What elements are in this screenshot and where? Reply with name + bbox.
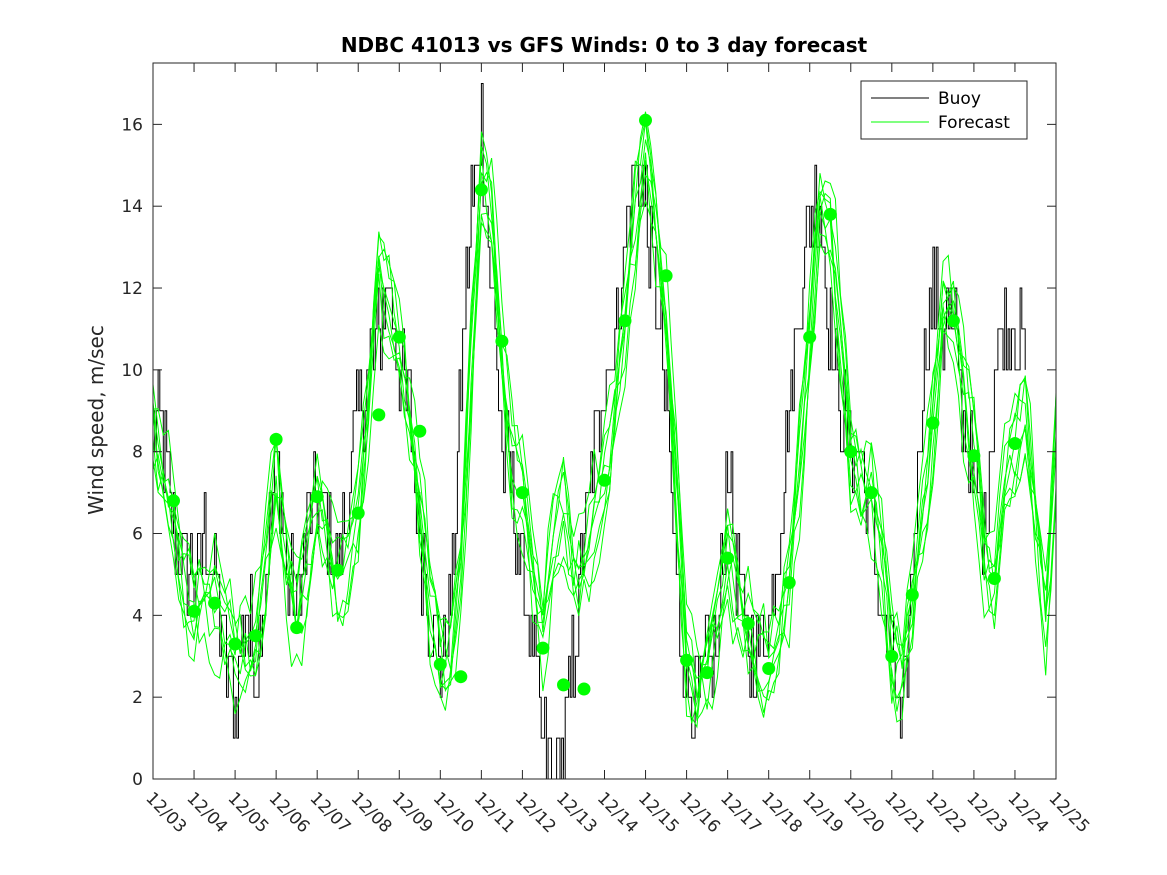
y-tick-label: 14 (121, 197, 143, 217)
forecast-member-line (153, 121, 1056, 718)
y-tick-label: 8 (132, 443, 143, 463)
legend-buoy-label: Buoy (938, 89, 981, 109)
forecast-point (741, 617, 755, 630)
forecast-point (392, 330, 406, 344)
forecast-point (331, 563, 345, 577)
forecast-point (474, 183, 488, 197)
forecast-point (187, 604, 201, 618)
forecast-point (782, 576, 796, 590)
y-tick-label: 4 (132, 606, 143, 626)
forecast-point (228, 637, 242, 651)
forecast-point (967, 449, 981, 463)
forecast-point (864, 486, 878, 500)
forecast-point (885, 649, 899, 663)
forecast-point (372, 408, 386, 422)
forecast-point (495, 334, 509, 348)
forecast-point (1008, 437, 1022, 450)
forecast-point (577, 682, 591, 696)
y-tick-label: 0 (132, 770, 143, 790)
forecast-point (946, 314, 960, 328)
forecast-point (413, 424, 427, 438)
forecast-point (926, 416, 940, 430)
forecast-point (557, 678, 570, 692)
forecast-point (598, 473, 611, 487)
forecast-point (454, 670, 468, 684)
y-axis-label: Wind speed, m/sec (84, 325, 108, 515)
y-tick-label: 12 (121, 279, 143, 299)
y-tick-label: 10 (121, 361, 143, 381)
chart-title: NDBC 41013 vs GFS Winds: 0 to 3 day fore… (341, 33, 868, 57)
forecast-point (515, 486, 529, 500)
legend: Buoy Forecast (860, 80, 1028, 140)
forecast-point (721, 551, 735, 565)
forecast-point (208, 596, 222, 610)
forecast-point (823, 207, 837, 221)
y-tick-label: 6 (132, 525, 143, 545)
forecast-point (290, 621, 304, 635)
forecast-point (536, 641, 550, 655)
forecast-point (269, 432, 283, 446)
forecast-member-line (153, 199, 1056, 723)
forecast-point (351, 506, 365, 520)
legend-forecast-label: Forecast (938, 113, 1010, 133)
forecast-point (803, 330, 817, 344)
forecast-point (618, 314, 632, 328)
forecast-point (639, 113, 652, 127)
forecast-point (433, 657, 447, 671)
forecast-member-line (153, 139, 1056, 717)
forecast-point (700, 666, 714, 680)
forecast-member-line (153, 157, 1056, 722)
forecast-point (987, 572, 1001, 585)
forecast-point (762, 662, 776, 675)
forecast-point (659, 269, 673, 283)
forecast-point (844, 445, 858, 459)
forecast-point (680, 653, 694, 667)
y-tick-label: 2 (132, 688, 143, 708)
forecast-point (310, 490, 324, 504)
forecast-point (249, 629, 263, 643)
legend-box (860, 80, 1028, 140)
forecast-point (167, 494, 180, 508)
forecast-member-line (153, 160, 1056, 712)
y-tick-label: 16 (121, 115, 143, 135)
forecast-point (905, 588, 919, 602)
plot-area (153, 83, 1056, 779)
